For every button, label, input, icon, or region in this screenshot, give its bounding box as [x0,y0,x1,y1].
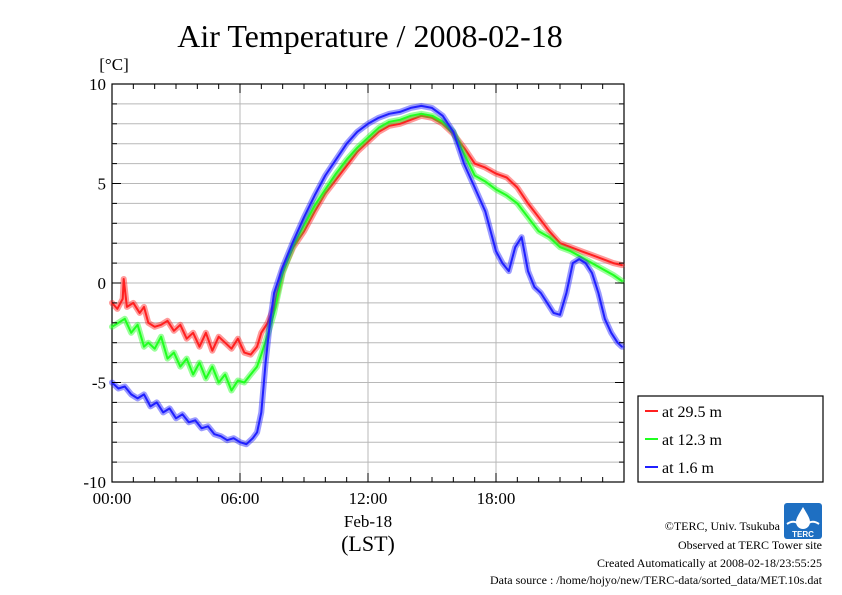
y-tick-label: 0 [98,274,107,293]
legend-items: at 29.5 m at 12.3 m at 1.6 m [645,404,723,477]
logo-text: TERC [792,530,814,539]
series-line [111,114,623,356]
terc-logo: TERC [784,503,822,539]
legend-label: at 29.5 m [662,404,723,421]
logo-wave-icon [786,520,820,526]
legend-box [637,395,824,483]
series-line [111,104,623,446]
legend-label: at 1.6 m [662,460,715,477]
y-tick-label: -5 [92,374,106,393]
legend-label: at 12.3 m [662,432,723,449]
credit-created: Created Automatically at 2008-02-18/23:5… [597,556,822,570]
x-tick-label: 12:00 [349,489,388,508]
plot-area: 00:00 06:00 12:00 18:00 -10 -5 0 5 10 [83,75,625,508]
x-tick-label: 00:00 [93,489,132,508]
ticks: 00:00 06:00 12:00 18:00 -10 -5 0 5 10 [83,75,625,508]
chart-title: Air Temperature / 2008-02-18 [177,18,563,54]
y-tick-label: 5 [98,175,107,194]
x-axis-lst-label: (LST) [341,531,395,556]
y-axis-label: [°C] [99,55,128,74]
y-tick-label: -10 [83,473,106,492]
x-tick-label: 18:00 [477,489,516,508]
series-layer [109,102,625,448]
credit-copyright: ©TERC, Univ. Tsukuba [665,519,781,533]
credit-observed: Observed at TERC Tower site [678,538,822,552]
x-axis-date-label: Feb-18 [344,512,392,531]
x-tick-label: 06:00 [221,489,260,508]
legend: at 29.5 m at 12.3 m at 1.6 m [637,395,824,483]
credit-source: Data source : /home/hojyo/new/TERC-data/… [490,573,823,587]
series-line [111,112,623,392]
y-tick-label: 10 [89,75,106,94]
